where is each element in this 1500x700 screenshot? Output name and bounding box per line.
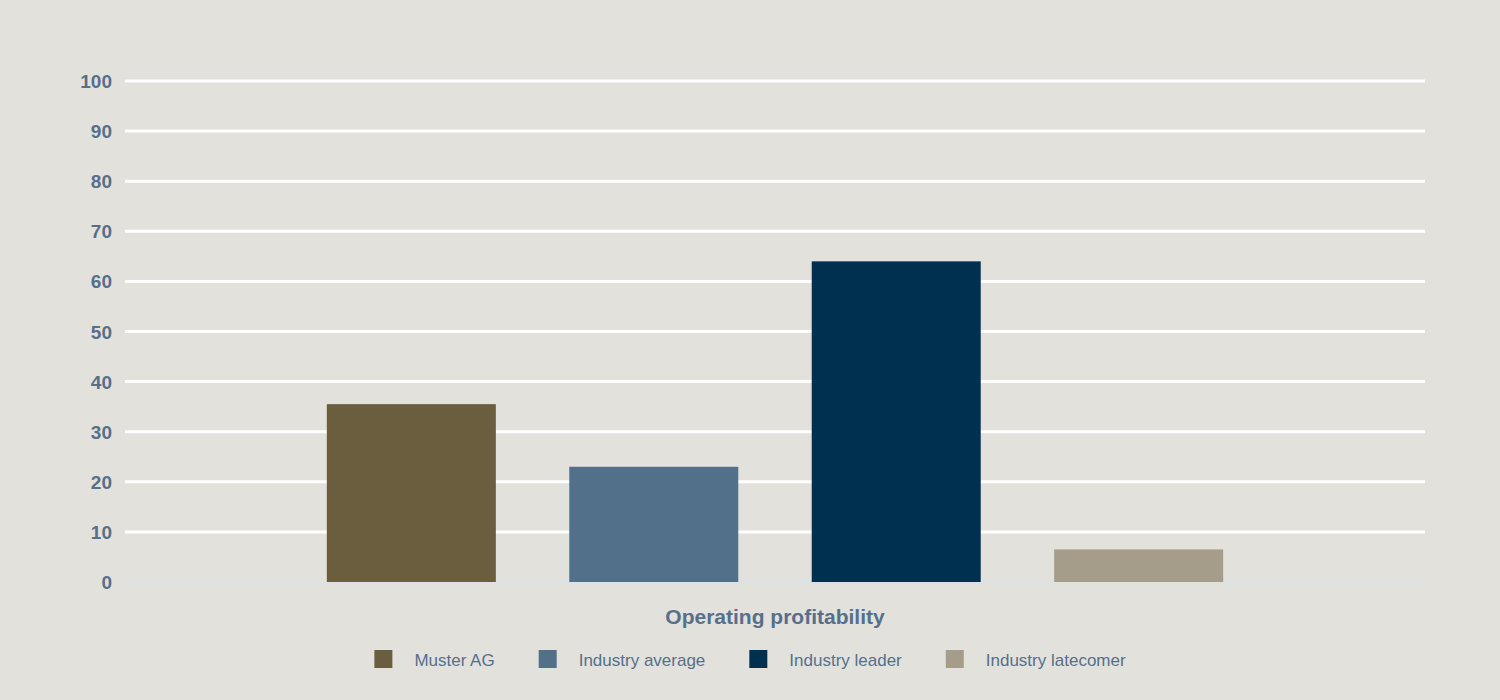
bar: [812, 261, 981, 582]
tick-label: 10: [91, 522, 112, 543]
grid-line: [125, 530, 1425, 533]
chart: 0 10 20 30 40 50 60 70 80 90 100 Operating profitab…: [0, 0, 1500, 700]
grid-line: [125, 280, 1425, 283]
tick-label: 40: [91, 372, 112, 393]
bar: [569, 467, 738, 582]
tick-label: 80: [91, 171, 112, 192]
tick-label: 30: [91, 422, 112, 443]
legend-label: Muster AG: [414, 651, 494, 670]
tick-label: 90: [91, 121, 112, 142]
legend-label: Industry leader: [789, 651, 902, 670]
grid-line: [125, 380, 1425, 383]
tick-label: 0: [101, 572, 112, 593]
grid-line: [125, 180, 1425, 183]
tick-label: 20: [91, 472, 112, 493]
legend: Muster AG Industry average Industry leader…: [374, 650, 1126, 670]
grid-line: [125, 80, 1425, 83]
grid-line: [125, 480, 1425, 483]
bars: [327, 261, 1223, 582]
legend-swatch: [946, 650, 964, 668]
tick-label: 70: [91, 221, 112, 242]
grid-line: [125, 130, 1425, 133]
tick-label: 50: [91, 322, 112, 343]
tick-label: 60: [91, 271, 112, 292]
legend-label: Industry latecomer: [986, 651, 1126, 670]
grid-line: [125, 230, 1425, 233]
bar: [327, 404, 496, 582]
legend-swatch: [749, 650, 767, 668]
tick-label: 100: [80, 71, 112, 92]
bar: [1054, 549, 1223, 582]
legend-swatch: [539, 650, 557, 668]
legend-label: Industry average: [579, 651, 706, 670]
grid-line: [125, 330, 1425, 333]
category-label: Operating profitability: [665, 605, 885, 628]
grid-line: [125, 581, 1425, 584]
legend-swatch: [374, 650, 392, 668]
grid-line: [125, 430, 1425, 433]
